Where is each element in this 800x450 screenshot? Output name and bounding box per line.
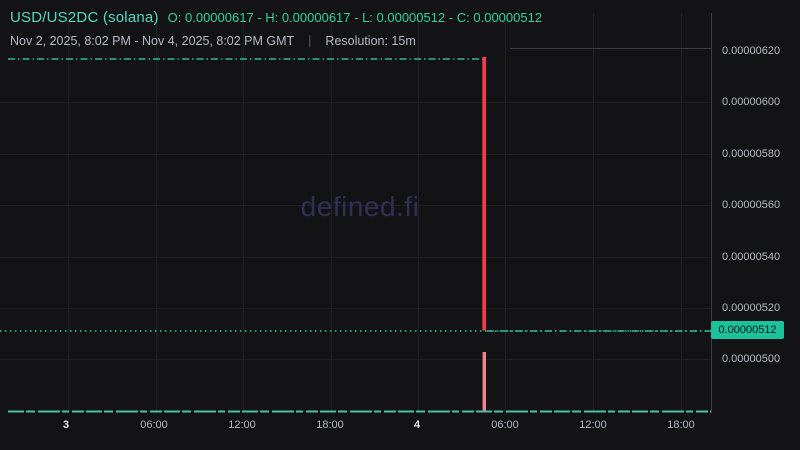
time-axis-label: 18:00: [667, 419, 695, 431]
grid-hline: [0, 102, 711, 103]
chart-pane[interactable]: [0, 13, 711, 413]
price-axis-label: 0.00000600: [722, 96, 781, 108]
time-axis-label: 12:00: [579, 419, 607, 431]
grid-vline: [156, 13, 157, 413]
chart-legend: USD/US2DC (solana) O: 0.00000617 - H: 0.…: [10, 9, 542, 26]
price-axis-label: 0.00000560: [722, 199, 781, 211]
grid-vline: [243, 13, 244, 413]
date-range-label: Nov 2, 2025, 8:02 PM - Nov 4, 2025, 8:02…: [10, 34, 295, 48]
grid-hline: [0, 359, 711, 360]
grid-hline: [0, 308, 711, 309]
price-axis-border: [711, 13, 712, 413]
ohlc-summary: O: 0.00000617 - H: 0.00000617 - L: 0.000…: [167, 10, 543, 25]
grid-vline: [593, 13, 594, 413]
resolution-label: Resolution: 15m: [325, 34, 416, 48]
time-axis-label: 06:00: [140, 419, 168, 431]
grid-vline: [331, 13, 332, 413]
grid-hline-top-partial: [510, 48, 711, 49]
time-axis-label-day: 3: [62, 419, 70, 431]
time-axis-label-day: 4: [413, 419, 421, 431]
price-axis-label: 0.00000540: [722, 251, 781, 263]
price-axis-label: 0.00000500: [722, 353, 781, 365]
defined-fi-watermark: defined.fi: [300, 191, 420, 222]
grid-hline: [0, 205, 711, 206]
price-axis-label: 0.00000620: [722, 45, 781, 57]
grid-vline: [505, 13, 506, 413]
time-axis-label: 06:00: [491, 419, 519, 431]
pair-title: USD/US2DC (solana): [10, 9, 159, 26]
price-axis-label: 0.00000580: [722, 148, 781, 160]
grid-vline: [681, 13, 682, 413]
price-axis-label: 0.00000520: [722, 302, 781, 314]
subtitle-separator: |: [308, 34, 312, 48]
grid-vline: [68, 13, 69, 413]
chart-subtitle: Nov 2, 2025, 8:02 PM - Nov 4, 2025, 8:02…: [10, 34, 416, 48]
grid-hline: [0, 257, 711, 258]
grid-vline: [418, 13, 419, 413]
grid-hline: [0, 154, 711, 155]
current-price-badge: 0.00000512: [711, 321, 784, 339]
time-axis-label: 18:00: [316, 419, 344, 431]
time-axis-label: 12:00: [228, 419, 256, 431]
